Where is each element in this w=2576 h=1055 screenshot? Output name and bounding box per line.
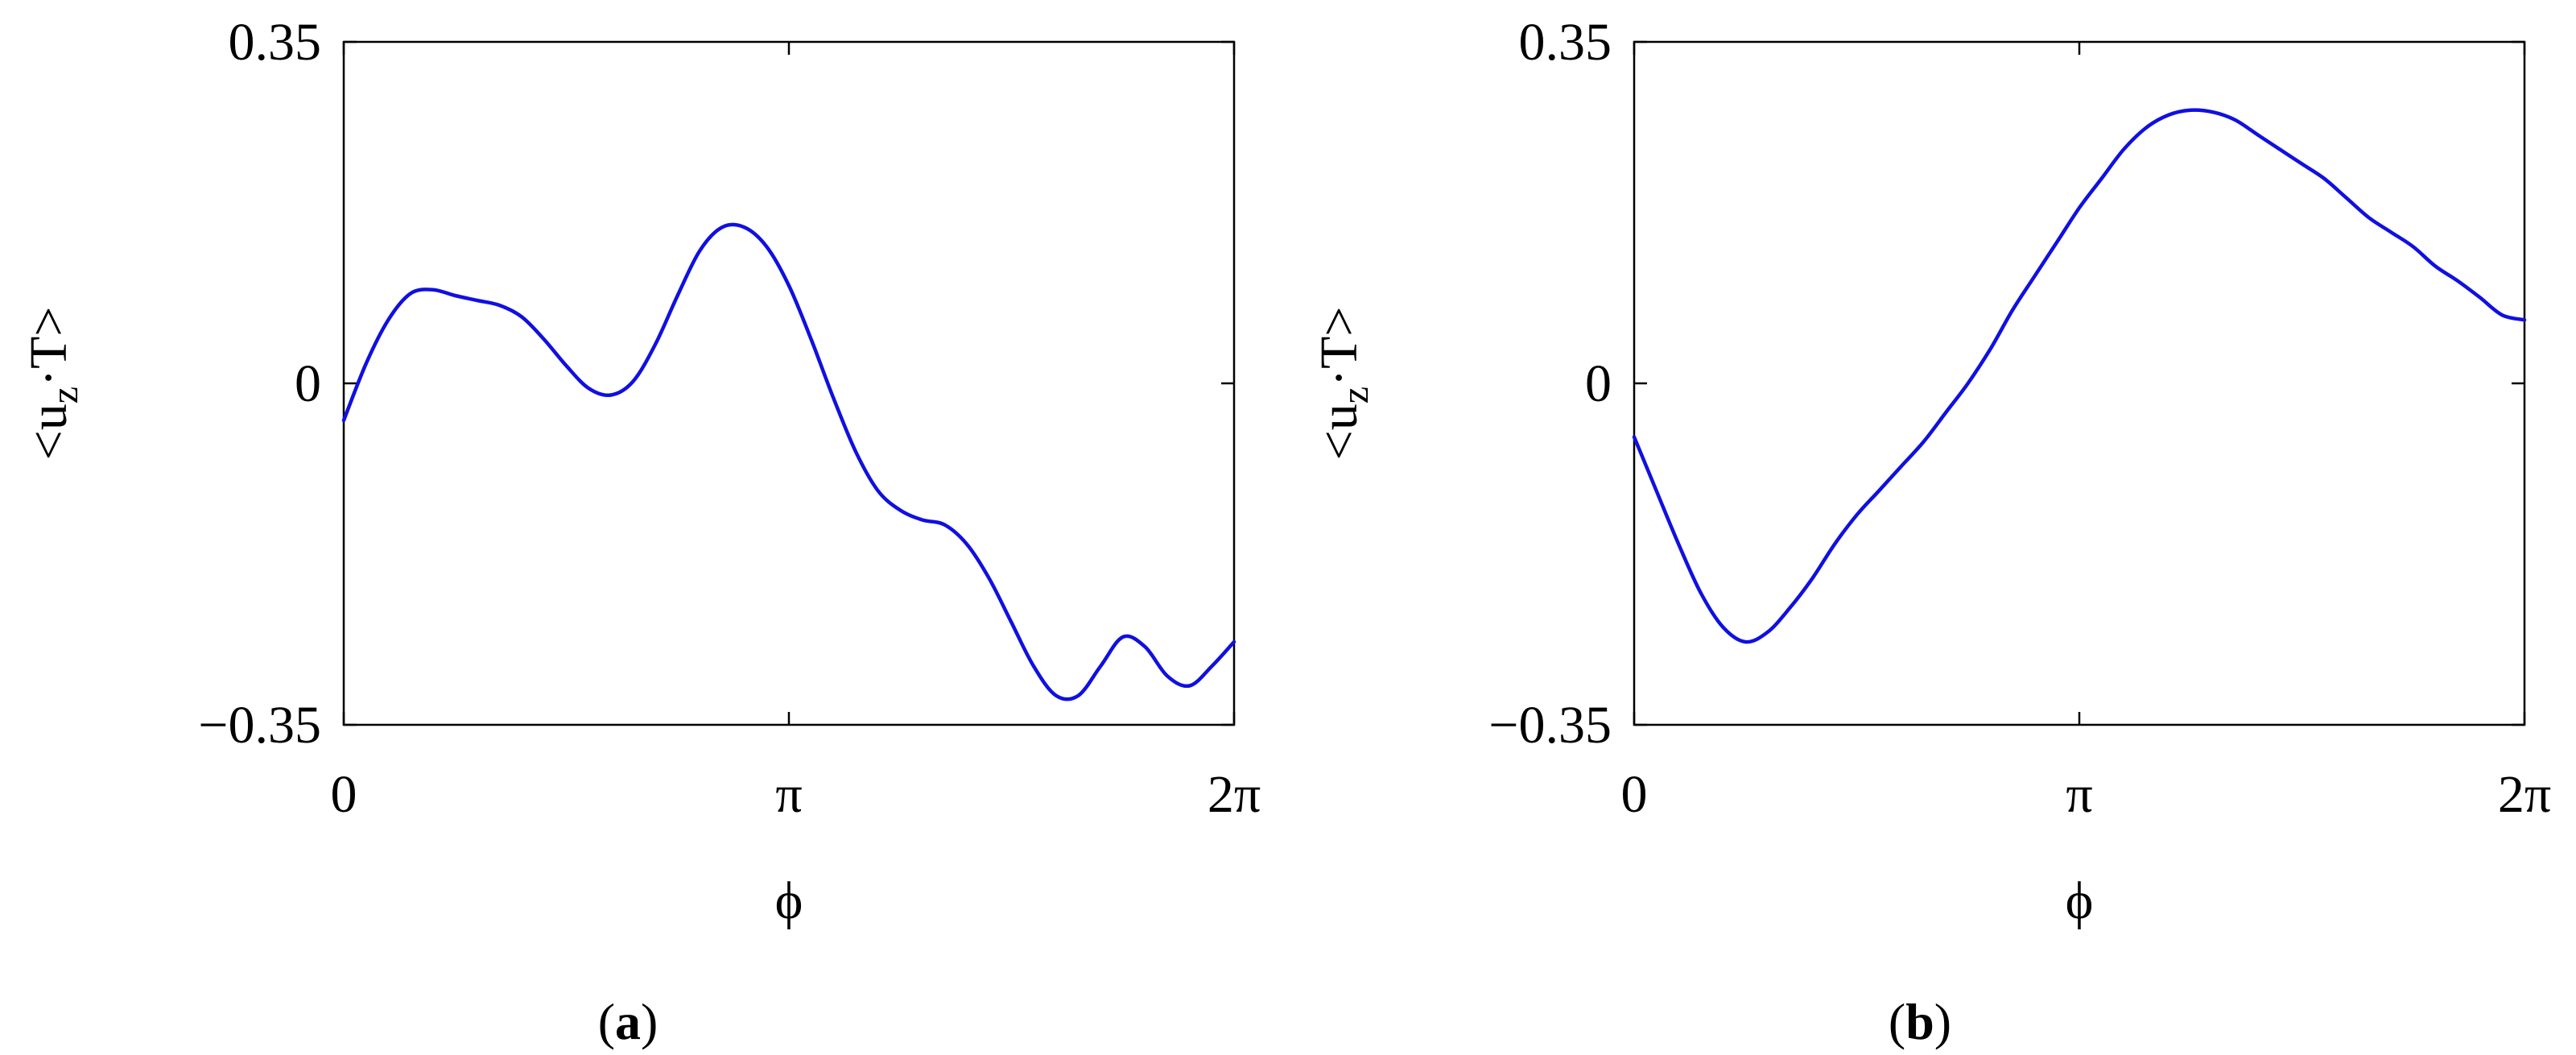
y-tick-label: −0.35 (1488, 696, 1612, 755)
y-tick-label: 0 (1585, 354, 1612, 413)
chart-panel-a: 0 π 2π0.350−0.35 ϕ <uz·T> (a) (19, 13, 1261, 1050)
y-axis-label-main: <u (19, 403, 78, 460)
axis-ticks (342, 40, 1236, 726)
y-tick-label: 0 (295, 354, 321, 413)
y-axis-label: <uz·T> (19, 306, 86, 460)
y-tick-label: −0.35 (198, 696, 321, 755)
panel-caption-letter: b (1905, 993, 1934, 1050)
plot-frame (342, 40, 1236, 726)
y-axis-label-tail: ·T> (1310, 306, 1368, 387)
y-axis-label-sub: z (43, 387, 86, 403)
panel-caption: (a) (598, 993, 658, 1050)
x-tick-label: 2π (1208, 765, 1261, 824)
tick-labels: 0 π 2π0.350−0.35 (1488, 13, 2551, 824)
x-tick-label: 0 (331, 765, 357, 824)
x-tick-label: π (775, 765, 802, 824)
tick-labels: 0 π 2π0.350−0.35 (198, 13, 1261, 824)
y-axis-label-main: <u (1310, 403, 1368, 460)
y-axis-label-tail: ·T> (19, 306, 78, 387)
axis-ticks (1633, 40, 2526, 726)
plot-frame (1633, 40, 2526, 726)
y-tick-label: 0.35 (229, 13, 322, 72)
y-axis-label-sub: z (1334, 387, 1377, 403)
x-tick-label: 2π (2498, 765, 2551, 824)
chart-panel-b: 0 π 2π0.350−0.35 ϕ <uz·T> (b) (1310, 13, 2551, 1050)
y-tick-label: 0.35 (1519, 13, 1612, 72)
x-axis-label: ϕ (775, 871, 803, 930)
panel-caption-letter: a (615, 993, 641, 1050)
y-axis-label: <uz·T> (1310, 306, 1377, 460)
x-tick-label: 0 (1621, 765, 1648, 824)
series-line (1632, 108, 2527, 644)
x-axis-label: ϕ (2066, 871, 2094, 930)
panel-caption: (b) (1889, 993, 1951, 1050)
series-line (341, 222, 1236, 701)
x-tick-label: π (2066, 765, 2092, 824)
